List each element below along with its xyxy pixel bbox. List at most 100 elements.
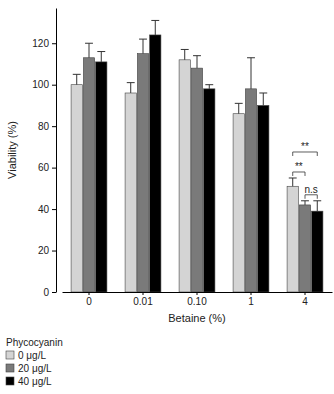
error-bar-stem (292, 178, 293, 186)
bar (258, 105, 269, 292)
x-tick-mark (305, 292, 306, 295)
legend-label: 40 μg/L (18, 376, 52, 387)
error-bar (193, 56, 201, 68)
legend-title: Phycocyanin (6, 337, 63, 348)
y-tick-mark (52, 209, 56, 210)
bar (312, 211, 323, 292)
x-tick-label: 1 (248, 296, 254, 307)
error-bar-cap (205, 84, 213, 85)
chart: 02040608010012000.010.1014Viability (%)B… (0, 0, 334, 394)
error-bar-stem (263, 93, 264, 105)
error-bar-stem (143, 39, 144, 54)
error-bar (85, 43, 93, 58)
error-bar-cap (193, 55, 201, 56)
significance-bracket: ** (293, 161, 305, 176)
y-tick-label: 100 (32, 79, 49, 90)
error-bar (247, 58, 255, 89)
error-bar (127, 83, 135, 93)
x-tick-mark (143, 292, 144, 295)
bar (137, 54, 148, 292)
y-axis-line (56, 9, 57, 293)
error-bar-cap (247, 57, 255, 58)
y-tick: 80 (38, 121, 56, 132)
error-bar-stem (130, 83, 131, 93)
y-tick-label: 0 (43, 287, 49, 298)
error-bar-cap (301, 200, 309, 201)
y-tick-label: 80 (38, 121, 50, 132)
error-bar-cap (85, 43, 93, 44)
bar (150, 35, 161, 292)
error-bar-stem (184, 49, 185, 59)
y-tick: 0 (43, 287, 56, 298)
error-bar-stem (238, 103, 239, 113)
error-bar (73, 74, 81, 84)
legend: Phycocyanin0 μg/L20 μg/L40 μg/L (6, 337, 63, 387)
bar (125, 93, 136, 292)
error-bar-cap (97, 51, 105, 52)
bar-series (96, 20, 323, 292)
error-bar-stem (305, 201, 306, 205)
error-bar-cap (181, 49, 189, 50)
error-bar (151, 20, 159, 35)
error-bar-stem (155, 20, 156, 35)
significance-label: n.s (304, 184, 317, 195)
error-bar-cap (151, 20, 159, 21)
y-tick-mark (52, 43, 56, 44)
error-bar (97, 52, 105, 62)
error-bar-stem (89, 43, 90, 58)
error-bar-stem (101, 52, 102, 62)
y-tick: 60 (38, 162, 56, 173)
significance-label: ** (301, 141, 309, 152)
y-tick-mark (52, 85, 56, 86)
error-bar (313, 201, 321, 211)
y-tick-label: 60 (38, 162, 50, 173)
x-tick: 1 (248, 292, 254, 307)
error-bar (235, 103, 243, 113)
bar-series (83, 39, 310, 292)
error-bar-stem (76, 74, 77, 84)
x-tick-label: 4 (302, 296, 308, 307)
error-bar-cap (313, 200, 321, 201)
x-tick-label: 0 (86, 296, 92, 307)
x-tick-label: 0.01 (133, 296, 153, 307)
legend-swatch (6, 351, 14, 359)
x-tick: 0.10 (187, 292, 207, 307)
error-bar (289, 178, 297, 186)
bar-series (71, 49, 298, 292)
legend-swatch (6, 364, 14, 372)
error-bar-cap (259, 92, 267, 93)
x-tick-mark (251, 292, 252, 295)
x-tick: 0 (86, 292, 92, 307)
y-tick-mark (52, 251, 56, 252)
error-bar-stem (317, 201, 318, 211)
error-bar-stem (209, 85, 210, 89)
error-bar (301, 201, 309, 205)
y-axis-title: Viability (%) (6, 121, 18, 179)
legend-swatch (6, 377, 14, 385)
error-bar-cap (73, 74, 81, 75)
bracket-line (305, 195, 317, 199)
legend-label: 0 μg/L (18, 350, 46, 361)
x-axis-title: Betaine (%) (168, 312, 225, 324)
bar (204, 89, 215, 292)
error-bar (259, 93, 267, 105)
y-tick-label: 20 (38, 245, 50, 256)
error-bar (205, 85, 213, 89)
bar (179, 60, 190, 292)
error-bar-cap (139, 39, 147, 40)
bar (245, 89, 256, 292)
error-bar (139, 39, 147, 54)
bracket-line (293, 172, 305, 176)
bar (233, 114, 244, 292)
bar (299, 205, 310, 292)
plot-area (71, 20, 323, 292)
y-tick: 100 (32, 79, 56, 90)
error-bar-stem (197, 56, 198, 68)
y-tick-mark (52, 126, 56, 127)
bar (287, 186, 298, 292)
y-tick-mark (52, 292, 56, 293)
y-tick-label: 40 (38, 204, 50, 215)
error-bar-cap (289, 177, 297, 178)
significance-bracket: ** (293, 141, 318, 156)
y-tick: 20 (38, 245, 56, 256)
